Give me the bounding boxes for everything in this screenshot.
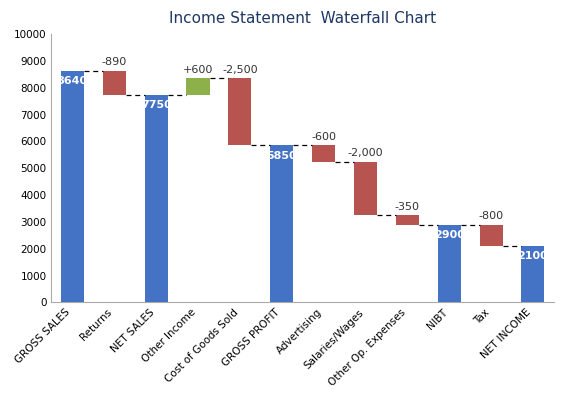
Text: 5850: 5850: [267, 151, 297, 161]
Bar: [145, 95, 168, 302]
Bar: [354, 162, 377, 215]
Text: -350: -350: [395, 202, 420, 212]
Text: 7750: 7750: [141, 100, 172, 110]
Title: Income Statement  Waterfall Chart: Income Statement Waterfall Chart: [169, 11, 436, 26]
Text: -2,500: -2,500: [222, 65, 258, 75]
Bar: [396, 215, 419, 225]
Bar: [186, 79, 210, 95]
Text: -600: -600: [311, 132, 336, 142]
Text: -800: -800: [479, 211, 503, 221]
Bar: [103, 71, 126, 95]
Text: -890: -890: [102, 57, 127, 67]
Bar: [438, 225, 460, 302]
Bar: [480, 225, 503, 246]
Bar: [521, 246, 545, 302]
Text: 2100: 2100: [518, 251, 548, 261]
Text: +600: +600: [183, 65, 213, 75]
Bar: [270, 146, 293, 302]
Text: 2900: 2900: [434, 230, 464, 240]
Bar: [228, 79, 251, 146]
Bar: [61, 71, 84, 302]
Text: 8640: 8640: [57, 76, 88, 86]
Bar: [312, 146, 335, 162]
Text: -2,000: -2,000: [347, 148, 383, 158]
